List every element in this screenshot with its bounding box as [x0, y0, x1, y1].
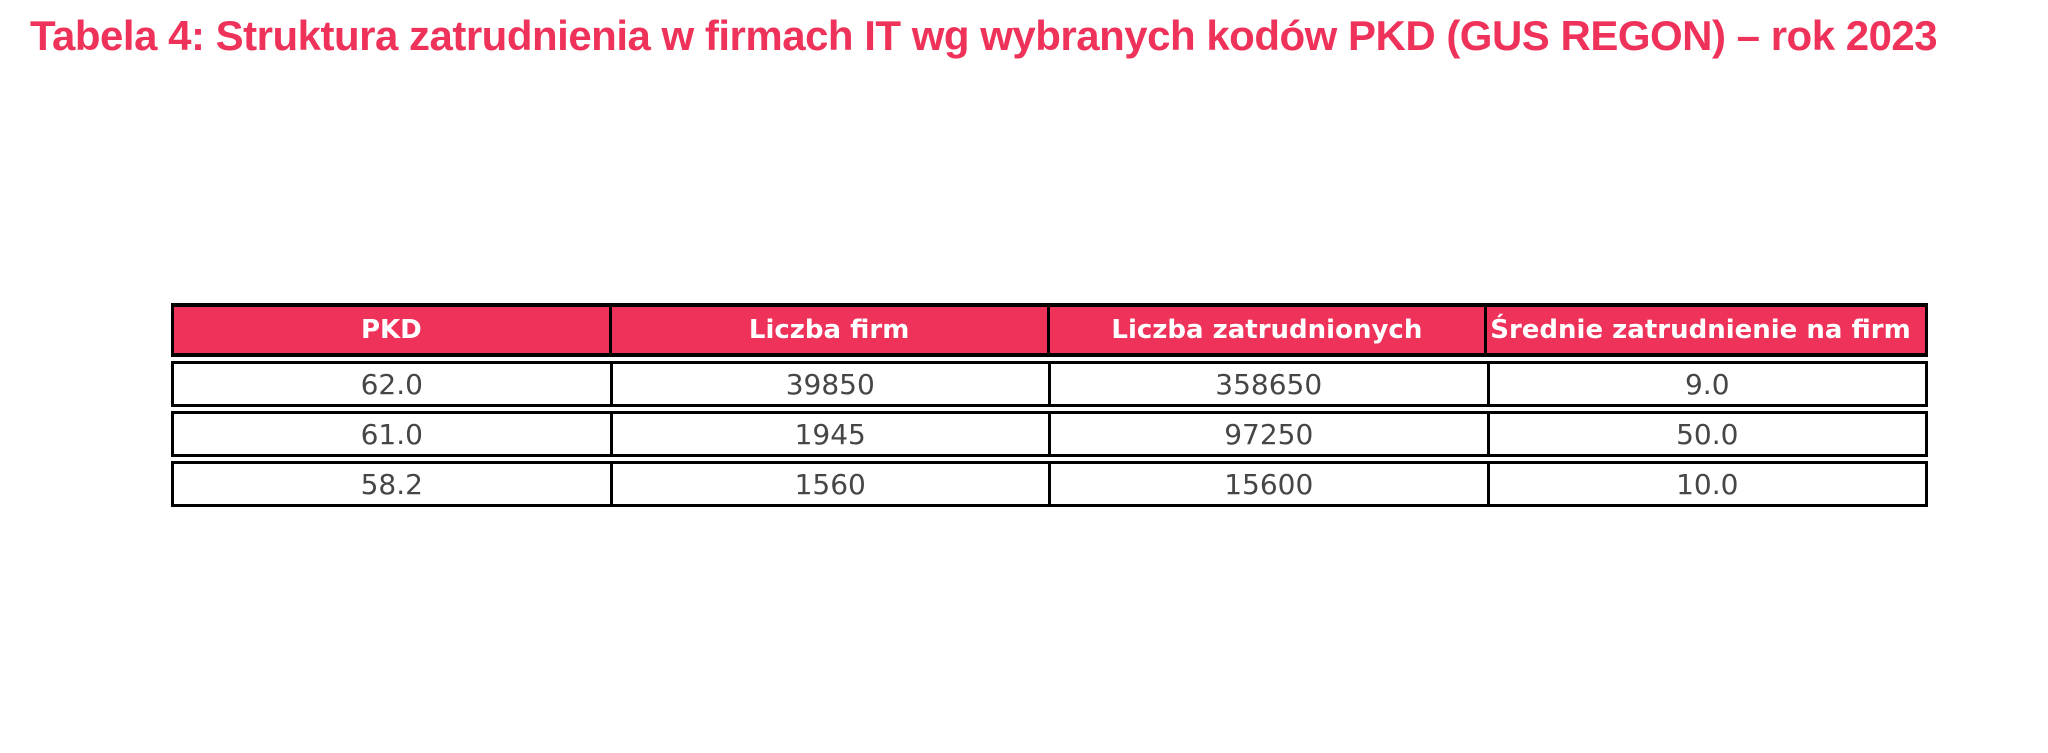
table-cell-liczba-firm: 1560 — [609, 464, 1049, 504]
header-cell-liczba-firm: Liczba firm — [608, 307, 1047, 353]
table-cell-srednie-zatrudnienie: 10.0 — [1486, 464, 1926, 504]
data-table: PKD Liczba firm Liczba zatrudnionych Śre… — [171, 303, 1928, 507]
header-cell-pkd: PKD — [360, 315, 422, 345]
table-cell-liczba-zatrudnionych: 97250 — [1048, 414, 1487, 454]
table-cell-pkd: 61.0 — [360, 417, 423, 451]
table-cell-liczba-zatrudnionych: 15600 — [1048, 464, 1487, 504]
table-row: 62.0 39850 358650 9.0 — [171, 361, 1928, 407]
header-cell-liczba-zatrudnionych: Liczba zatrudnionych — [1046, 307, 1485, 353]
table-row: 61.0 1945 97250 50.0 — [171, 411, 1928, 457]
page-title: Tabela 4: Struktura zatrudnienia w firma… — [30, 12, 1938, 59]
table-header-row: PKD Liczba firm Liczba zatrudnionych Śre… — [171, 303, 1928, 357]
header-cell-srednie-zatrudnienie: Średnie zatrudnienie na firm — [1484, 307, 1925, 353]
table-cell-srednie-zatrudnienie: 50.0 — [1486, 414, 1926, 454]
table-cell-srednie-zatrudnienie: 9.0 — [1486, 364, 1926, 404]
table-cell-liczba-firm: 39850 — [609, 364, 1049, 404]
table-cell-liczba-firm: 1945 — [609, 414, 1049, 454]
table-cell-liczba-zatrudnionych: 358650 — [1048, 364, 1487, 404]
table-row: 58.2 1560 15600 10.0 — [171, 461, 1928, 507]
table-cell-pkd: 62.0 — [360, 367, 423, 401]
table-cell-pkd: 58.2 — [360, 467, 423, 501]
